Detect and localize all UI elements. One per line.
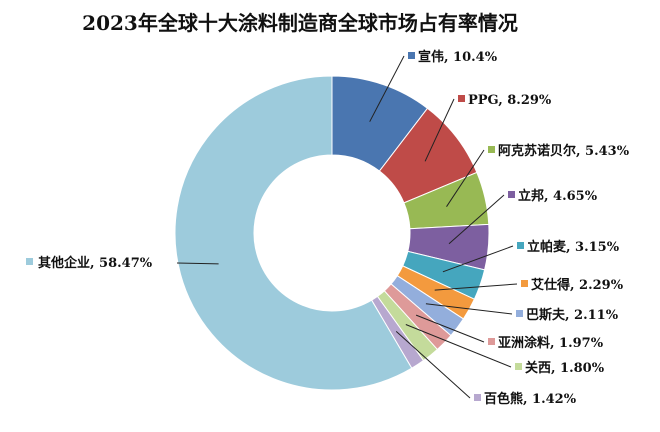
leader-line — [448, 194, 505, 245]
leader-line — [405, 324, 512, 368]
label-swatch — [521, 280, 528, 287]
label-swatch — [517, 242, 524, 249]
label-swatch — [408, 52, 415, 59]
leader-line — [446, 149, 485, 207]
donut-slice-11 — [174, 75, 413, 391]
label-swatch — [515, 363, 522, 370]
slice-label: 其他企业, 58.47% — [38, 255, 153, 271]
label-group: 宣伟, 10.4% PPG, 8.29% 阿克苏诺贝尔, 5.43% 立邦, 4.65… — [26, 49, 630, 407]
slice-label: 百色熊, 1.42% — [484, 391, 577, 407]
leader-line — [176, 262, 219, 265]
label-swatch — [508, 191, 515, 198]
leader-line — [424, 98, 455, 162]
slice-label: 亚洲涂料, 1.97% — [498, 335, 604, 351]
leader-line — [442, 245, 514, 273]
chart-title: 2023年全球十大涂料制造商全球市场占有率情况 — [82, 11, 518, 35]
label-swatch — [488, 338, 495, 345]
leader-line — [395, 331, 471, 399]
leader-line — [425, 303, 513, 315]
slice-group — [174, 75, 490, 391]
slice-label: 立邦, 4.65% — [518, 188, 598, 204]
leader-line — [415, 314, 485, 343]
leader-line — [369, 55, 405, 122]
label-swatch — [26, 258, 33, 265]
leader-line-group — [176, 55, 518, 399]
slice-label: PPG, 8.29% — [468, 93, 552, 108]
label-swatch — [516, 310, 523, 317]
leader-line — [434, 283, 518, 291]
slice-label: 立帕麦, 3.15% — [527, 239, 620, 255]
label-swatch — [474, 394, 481, 401]
slice-label: 宣伟, 10.4% — [418, 49, 498, 65]
slice-label: 阿克苏诺贝尔, 5.43% — [498, 143, 630, 159]
slice-label: 巴斯夫, 2.11% — [526, 307, 619, 323]
label-swatch — [458, 95, 465, 102]
slice-label: 关西, 1.80% — [525, 360, 605, 376]
slice-label: 艾仕得, 2.29% — [531, 277, 624, 293]
label-swatch — [488, 146, 495, 153]
